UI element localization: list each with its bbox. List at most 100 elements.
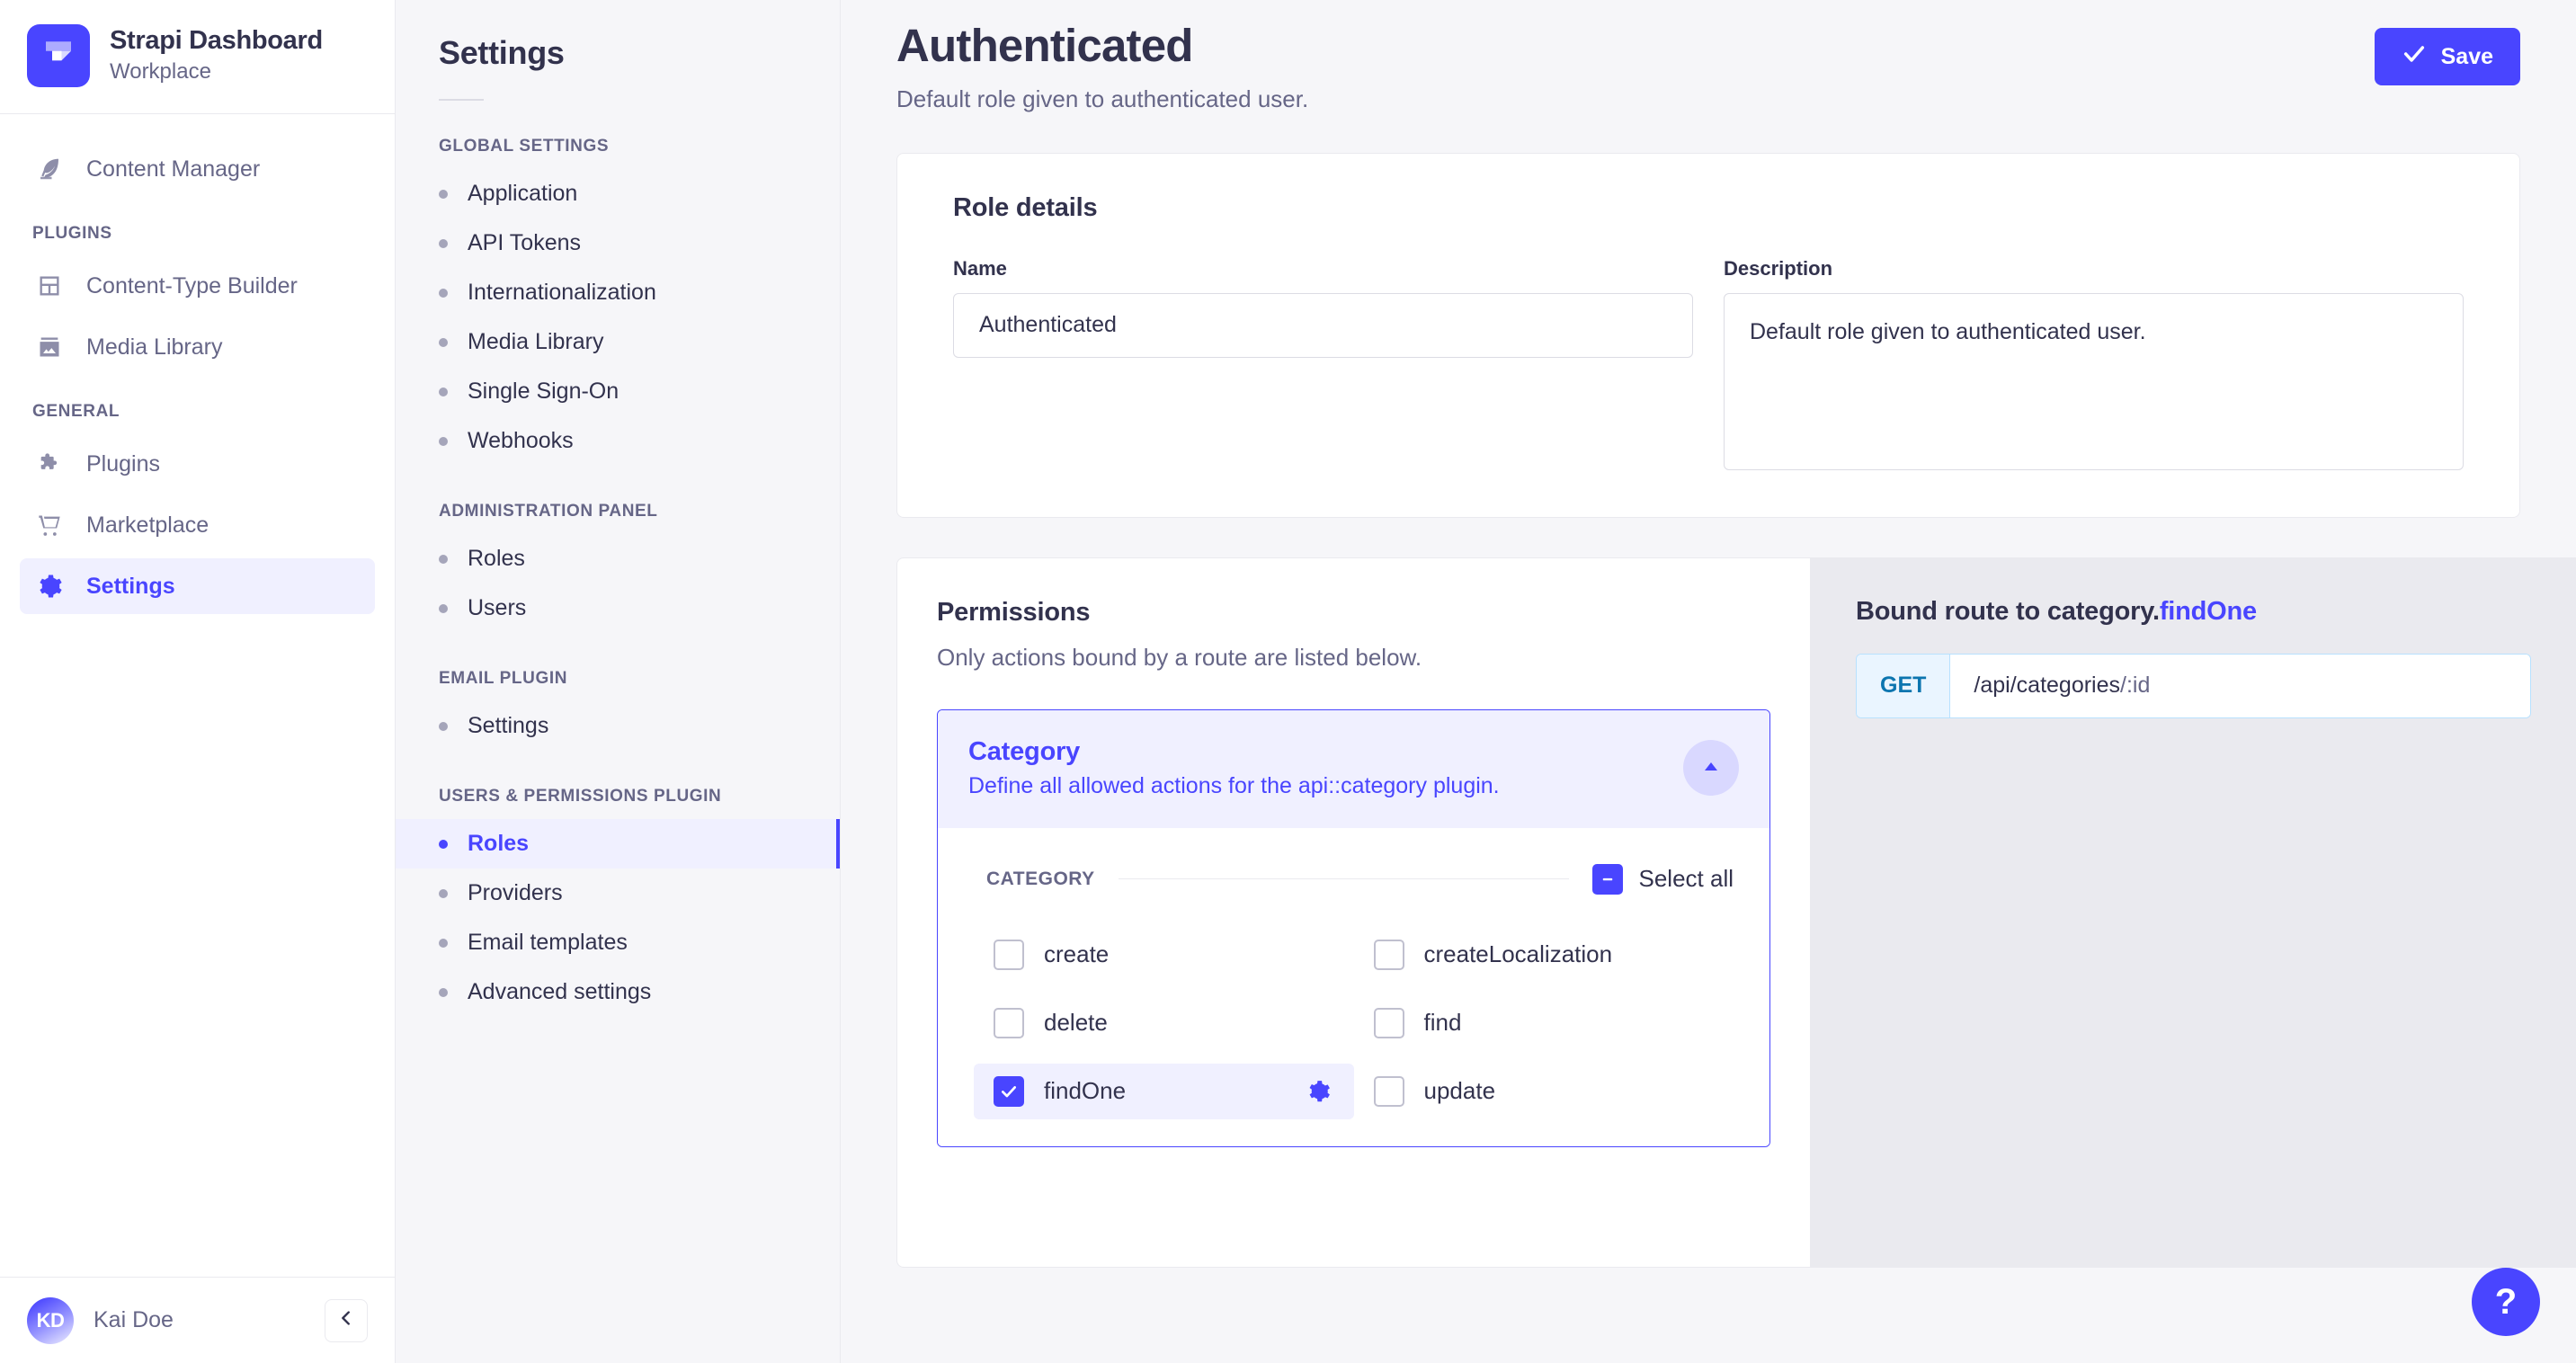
sidebar-item-settings[interactable]: Settings — [20, 558, 375, 614]
bound-route-title: Bound route to category.findOne — [1856, 597, 2531, 627]
route-path[interactable]: /api/categories/:id — [1950, 654, 2530, 717]
subnav-item-application[interactable]: Application — [396, 169, 840, 218]
subnav-item-providers[interactable]: Providers — [396, 869, 840, 918]
permission-item-create[interactable]: create — [974, 927, 1354, 983]
chevron-left-icon — [336, 1308, 356, 1332]
select-all-label: Select all — [1638, 865, 1734, 893]
category-accordion-body: CATEGORY Select all — [938, 827, 1769, 1146]
bullet-icon — [439, 436, 448, 446]
permission-label: createLocalization — [1423, 940, 1613, 968]
bullet-icon — [439, 288, 448, 298]
permission-label: create — [1044, 940, 1110, 968]
bound-route-title-accent: findOne — [2159, 596, 2257, 626]
sidebar-item-media-library[interactable]: Media Library — [20, 319, 375, 375]
layout-icon — [34, 271, 65, 301]
sidebar-item-label: Settings — [86, 573, 175, 599]
page-subtitle: Default role given to authenticated user… — [896, 85, 1309, 112]
sidebar-nav: Content Manager PLUGINS Content-Type Bui… — [0, 114, 395, 1277]
name-field-group: Name — [953, 257, 1693, 470]
save-button[interactable]: Save — [2374, 28, 2520, 85]
role-details-card: Role details Name Description Default ro… — [896, 152, 2520, 518]
category-accordion-name: Category — [968, 736, 1081, 766]
permission-checkbox[interactable] — [994, 1075, 1024, 1107]
subnav-item-email-settings[interactable]: Settings — [396, 701, 840, 751]
strapi-logo-icon — [27, 24, 90, 87]
subnav-item-admin-users[interactable]: Users — [396, 584, 840, 633]
avatar[interactable]: KD — [27, 1296, 74, 1344]
bullet-icon — [439, 839, 448, 849]
main-sidebar: Strapi Dashboard Workplace Content Manag… — [0, 0, 396, 1363]
bullet-icon — [439, 238, 448, 248]
permission-label: findOne — [1044, 1077, 1127, 1105]
sidebar-item-plugins[interactable]: Plugins — [20, 436, 375, 492]
subnav-item-advanced-settings[interactable]: Advanced settings — [396, 967, 840, 1017]
bullet-icon — [439, 721, 448, 731]
permission-item-createlocalization[interactable]: createLocalization — [1354, 927, 1734, 983]
bullet-icon — [439, 387, 448, 396]
bullet-icon — [439, 888, 448, 898]
permission-item-findone[interactable]: findOne — [974, 1063, 1354, 1119]
sidebar-item-content-manager[interactable]: Content Manager — [20, 141, 375, 197]
brand-title: Strapi Dashboard — [110, 26, 323, 56]
brand-header[interactable]: Strapi Dashboard Workplace — [0, 0, 395, 114]
route-path-param: /:id — [2120, 673, 2151, 699]
puzzle-icon — [34, 449, 65, 479]
user-name[interactable]: Kai Doe — [94, 1307, 174, 1332]
permission-item-find[interactable]: find — [1354, 995, 1734, 1051]
permission-item-delete[interactable]: delete — [974, 995, 1354, 1051]
page-title: Authenticated — [896, 20, 1193, 71]
permission-label: find — [1423, 1009, 1462, 1037]
permissions-section: Permissions Only actions bound by a rout… — [841, 557, 2576, 1268]
bullet-icon — [439, 554, 448, 564]
bound-route-box: GET /api/categories/:id — [1856, 653, 2531, 718]
subnav-item-media-library[interactable]: Media Library — [396, 317, 840, 367]
select-all-control[interactable]: Select all — [1591, 863, 1734, 895]
bullet-icon — [439, 189, 448, 199]
permission-actions-grid: create createLocalization delete — [974, 927, 1734, 1119]
permission-item-update[interactable]: update — [1354, 1064, 1734, 1119]
description-field-group: Description Default role given to authen… — [1724, 257, 2464, 470]
image-icon — [34, 332, 65, 362]
sidebar-item-label: Plugins — [86, 450, 160, 477]
name-input[interactable] — [953, 292, 1693, 358]
subnav-item-label: Users — [468, 595, 527, 620]
subnav-item-internationalization[interactable]: Internationalization — [396, 268, 840, 317]
select-all-checkbox[interactable] — [1591, 863, 1623, 895]
sidebar-collapse-button[interactable] — [325, 1298, 368, 1342]
permission-checkbox[interactable] — [1373, 939, 1404, 970]
subnav-item-single-sign-on[interactable]: Single Sign-On — [396, 367, 840, 416]
route-path-base: /api/categories — [1974, 673, 2121, 699]
permission-checkbox[interactable] — [994, 939, 1024, 970]
subcategory-divider — [1118, 878, 1569, 880]
subnav-item-roles[interactable]: Roles — [396, 819, 840, 869]
category-accordion-header[interactable]: Category Define all allowed actions for … — [938, 709, 1769, 828]
subnav-item-admin-roles[interactable]: Roles — [396, 534, 840, 584]
cart-icon — [34, 510, 65, 540]
bound-route-panel: Bound route to category.findOne GET /api… — [1811, 557, 2576, 1268]
permission-checkbox[interactable] — [1373, 1075, 1404, 1107]
subnav-title: Settings — [439, 34, 565, 71]
accordion-toggle-button[interactable] — [1683, 740, 1739, 797]
sidebar-item-label: Marketplace — [86, 512, 209, 538]
permission-settings-gear-icon[interactable] — [1302, 1075, 1334, 1108]
subnav-item-api-tokens[interactable]: API Tokens — [396, 218, 840, 268]
sidebar-item-content-type-builder[interactable]: Content-Type Builder — [20, 258, 375, 314]
subnav-item-webhooks[interactable]: Webhooks — [396, 416, 840, 466]
subnav-group-global-settings: GLOBAL SETTINGS — [439, 137, 610, 156]
gear-icon — [34, 571, 65, 601]
subnav-item-label: Application — [468, 181, 578, 206]
sidebar-item-label: Content-Type Builder — [86, 272, 298, 298]
permission-checkbox[interactable] — [1373, 1007, 1404, 1038]
sidebar-item-marketplace[interactable]: Marketplace — [20, 497, 375, 553]
sidebar-item-label: Media Library — [86, 334, 223, 360]
permission-checkbox[interactable] — [994, 1007, 1024, 1038]
permission-label: update — [1423, 1077, 1496, 1105]
subnav-item-label: Webhooks — [468, 428, 574, 453]
description-textarea[interactable]: Default role given to authenticated user… — [1724, 292, 2464, 470]
help-button[interactable]: ? — [2472, 1268, 2540, 1336]
subnav-item-label: Media Library — [468, 329, 604, 354]
subnav-item-email-templates[interactable]: Email templates — [396, 918, 840, 967]
subnav-item-label: Internationalization — [468, 280, 656, 305]
chevron-up-icon — [1700, 755, 1722, 781]
